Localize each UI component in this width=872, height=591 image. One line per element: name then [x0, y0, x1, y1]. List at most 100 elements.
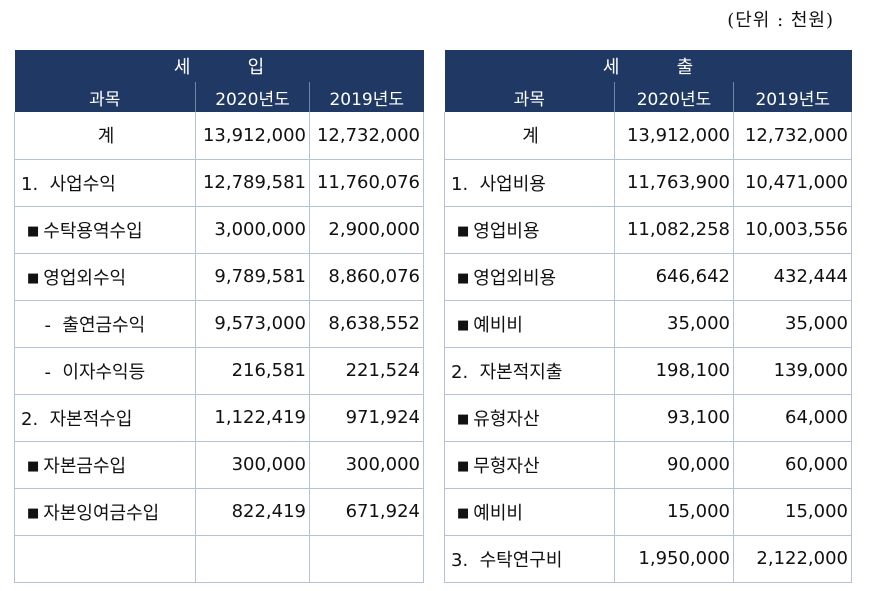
value-2019: 15,000	[733, 488, 852, 536]
value-2019: 2,122,000	[733, 535, 852, 583]
value-2020: 35,000	[614, 300, 734, 348]
table-row: ■ 영업비용 11,082,258 10,003,556	[444, 206, 852, 254]
value-2019: 64,000	[733, 394, 852, 442]
value-2020: 12,789,581	[195, 159, 310, 207]
value-2020: 90,000	[614, 441, 734, 489]
row-subject: 계	[14, 112, 196, 160]
row-subject: ■ 영업외수익	[14, 253, 196, 301]
value-2020: 93,100	[614, 394, 734, 442]
row-label: 계	[522, 126, 539, 148]
table-row: ■ 예비비 15,000 15,000	[444, 488, 852, 536]
value-2020: 13,912,000	[614, 112, 734, 160]
value-2019: 8,860,076	[309, 253, 424, 301]
table-row: ■ 예비비 35,000 35,000	[444, 300, 852, 348]
expenditure-title: 세 출	[602, 57, 694, 78]
value-2019: 11,760,076	[309, 159, 424, 207]
table-row: ■ 영업외수익 9,789,581 8,860,076	[14, 253, 424, 301]
value-2019: 139,000	[733, 347, 852, 395]
row-subject: ■ 수탁용역수입	[14, 206, 196, 254]
row-subject: - 이자수익등	[14, 347, 196, 395]
value-2020: 9,789,581	[195, 253, 310, 301]
row-label: 영업비용	[473, 220, 540, 242]
bullet-icon: ■	[457, 458, 470, 474]
bullet-icon: ■	[457, 411, 470, 427]
table-row: 2. 자본적수입 1,122,419 971,924	[14, 394, 424, 442]
row-label: 계	[97, 126, 115, 148]
value-2020: 822,419	[195, 488, 310, 536]
value-2020: 3,000,000	[195, 206, 310, 254]
col-subject: 과목	[89, 89, 121, 110]
value-2020: 216,581	[195, 347, 310, 395]
revenue-table: 세 입 과목 2020년도 2019년도 계 13,912,000 12,732,0…	[14, 50, 424, 583]
row-label: - 이자수익등	[33, 361, 146, 383]
row-subject: ■ 무형자산	[444, 441, 615, 489]
table-row: ■ 유형자산 93,100 64,000	[444, 394, 852, 442]
row-subject: 1. 사업수익	[14, 159, 196, 207]
row-label: 유형자산	[473, 408, 540, 430]
row-subject: 2. 자본적지출	[444, 347, 615, 395]
col-subject: 과목	[513, 89, 545, 110]
table-row: ■ 수탁용역수입 3,000,000 2,900,000	[14, 206, 424, 254]
value-2020: 1,950,000	[614, 535, 734, 583]
value-2019: 10,471,000	[733, 159, 852, 207]
value-2019: 60,000	[733, 441, 852, 489]
value-2019: 12,732,000	[733, 112, 852, 160]
value-2019: 432,444	[733, 253, 852, 301]
value-2020	[195, 535, 310, 583]
row-subject: 3. 수탁연구비	[444, 535, 615, 583]
value-2019: 971,924	[309, 394, 424, 442]
row-label: 무형자산	[473, 455, 540, 477]
row-subject: ■ 자본잉여금수입	[14, 488, 196, 536]
table-row: 계 13,912,000 12,732,000	[14, 112, 424, 160]
row-label: - 출연금수익	[33, 314, 146, 336]
expenditure-table: 세 출 과목 2020년도 2019년도 계 13,912,000 12,732,0…	[444, 50, 852, 583]
value-2020: 13,912,000	[195, 112, 310, 160]
row-subject: ■ 예비비	[444, 300, 615, 348]
row-label: 3. 수탁연구비	[451, 549, 563, 571]
unit-label: (단위 : 천원)	[727, 10, 834, 31]
value-2019: 300,000	[309, 441, 424, 489]
row-subject: 계	[444, 112, 615, 160]
table-row: - 출연금수익 9,573,000 8,638,552	[14, 300, 424, 348]
bullet-icon: ■	[457, 270, 470, 286]
table-row: 2. 자본적지출 198,100 139,000	[444, 347, 852, 395]
value-2020: 11,082,258	[614, 206, 734, 254]
row-subject: ■ 영업외비용	[444, 253, 615, 301]
row-label: 영업외수익	[43, 267, 127, 289]
value-2020: 198,100	[614, 347, 734, 395]
row-label: 1. 사업수익	[21, 173, 116, 195]
value-2019: 671,924	[309, 488, 424, 536]
col-2020: 2020년도	[195, 82, 310, 112]
value-2020: 11,763,900	[614, 159, 734, 207]
value-2019: 8,638,552	[309, 300, 424, 348]
bullet-icon: ■	[27, 458, 40, 474]
value-2020: 646,642	[614, 253, 734, 301]
row-subject: ■ 영업비용	[444, 206, 615, 254]
row-label: 2. 자본적지출	[451, 361, 563, 383]
value-2019: 2,900,000	[309, 206, 424, 254]
table-row: 계 13,912,000 12,732,000	[444, 112, 852, 160]
bullet-icon: ■	[457, 317, 470, 333]
row-subject	[14, 535, 196, 583]
value-2020: 9,573,000	[195, 300, 310, 348]
table-row: ■ 무형자산 90,000 60,000	[444, 441, 852, 489]
bullet-icon: ■	[27, 223, 40, 239]
value-2020: 1,122,419	[195, 394, 310, 442]
bullet-icon: ■	[457, 223, 470, 239]
row-label: 1. 사업비용	[451, 173, 546, 195]
col-2019: 2019년도	[733, 82, 852, 112]
row-label: 2. 자본적수입	[21, 408, 133, 430]
table-row: ■ 자본잉여금수입 822,419 671,924	[14, 488, 424, 536]
revenue-title: 세 입	[173, 57, 265, 78]
row-subject: - 출연금수익	[14, 300, 196, 348]
row-subject: ■ 예비비	[444, 488, 615, 536]
row-subject: ■ 유형자산	[444, 394, 615, 442]
row-label: 자본금수입	[43, 455, 127, 477]
value-2019: 10,003,556	[733, 206, 852, 254]
row-subject: ■ 자본금수입	[14, 441, 196, 489]
bullet-icon: ■	[27, 270, 40, 286]
row-label: 자본잉여금수입	[43, 502, 160, 524]
row-label: 영업외비용	[473, 267, 557, 289]
value-2020: 300,000	[195, 441, 310, 489]
table-row	[14, 535, 424, 583]
